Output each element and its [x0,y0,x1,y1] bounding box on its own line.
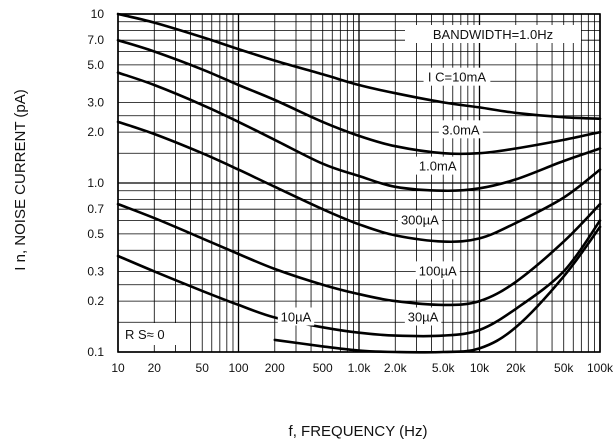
y-tick-label: 5.0 [87,58,104,72]
series-label: I C=10mA [428,70,486,85]
y-tick-label: 10 [91,7,105,21]
y-tick-label: 2.0 [87,125,104,139]
x-tick-label: 200 [265,361,285,375]
series-label: 100µA [419,263,457,278]
y-tick-label: 1.0 [87,176,104,190]
grid [117,13,601,353]
x-tick-label: 1.0k [348,361,372,375]
series-label-bg [404,307,442,326]
bandwidth-annotation-bg [405,25,581,43]
series-label-bg [438,120,483,139]
x-tick-label: 2.0k [384,361,408,375]
series-line [273,225,602,354]
x-tick-label: 100k [587,361,614,375]
curves [116,12,602,354]
series-label: 10µA [281,310,312,325]
series-line [116,38,602,156]
y-tick-label: 0.1 [87,345,104,359]
y-tick-label: 3.0 [87,95,104,109]
plot-frame [117,13,601,353]
y-tick-label: 0.5 [87,227,104,241]
x-tick-label: 10k [470,361,490,375]
series-line [116,71,602,193]
rs-annotation-bg [120,323,182,345]
x-tick-label: 20 [148,361,162,375]
y-tick-label: 0.3 [87,264,104,278]
series-label-bg [397,210,442,229]
x-tick-label: 10 [111,361,125,375]
series-label: 3.0mA [442,122,480,137]
series-line [116,219,602,338]
series-label: 300µA [401,212,439,227]
series-line [116,12,602,120]
x-tick-label: 50k [554,361,574,375]
y-tick-label: 0.7 [87,202,104,216]
series-label-bg [415,156,460,175]
x-tick-label: 50 [196,361,210,375]
rs-annotation: R S≈ 0 [125,327,165,342]
x-tick-label: 5.0k [432,361,456,375]
curve-labels: I C=10mA 3.0mA 1.0mA 300µA 100µA 30µA 10µA [277,67,491,326]
series-label: 1.0mA [419,159,457,174]
series-line [116,120,602,244]
x-tick-label: 100 [228,361,248,375]
series-label-bg [415,261,460,280]
y-tick-label: 0.2 [87,294,104,308]
x-axis-label: f, FREQUENCY (Hz) [289,423,428,440]
x-tick-label: 500 [313,361,333,375]
series-label-bg [277,307,315,326]
series-line [116,202,602,307]
y-tick-label: 7.0 [87,33,104,47]
bandwidth-annotation: BANDWIDTH=1.0Hz [433,27,553,42]
y-axis-label: I n, NOISE CURRENT (pA) [12,89,29,270]
series-label: 30µA [408,310,439,325]
x-tick-label: 20k [506,361,526,375]
tick-labels: 10 20 50 100 200 500 1.0k 2.0k 5.0k 10k 20k 50k 100k… [87,7,614,375]
series-label-bg [423,67,491,86]
